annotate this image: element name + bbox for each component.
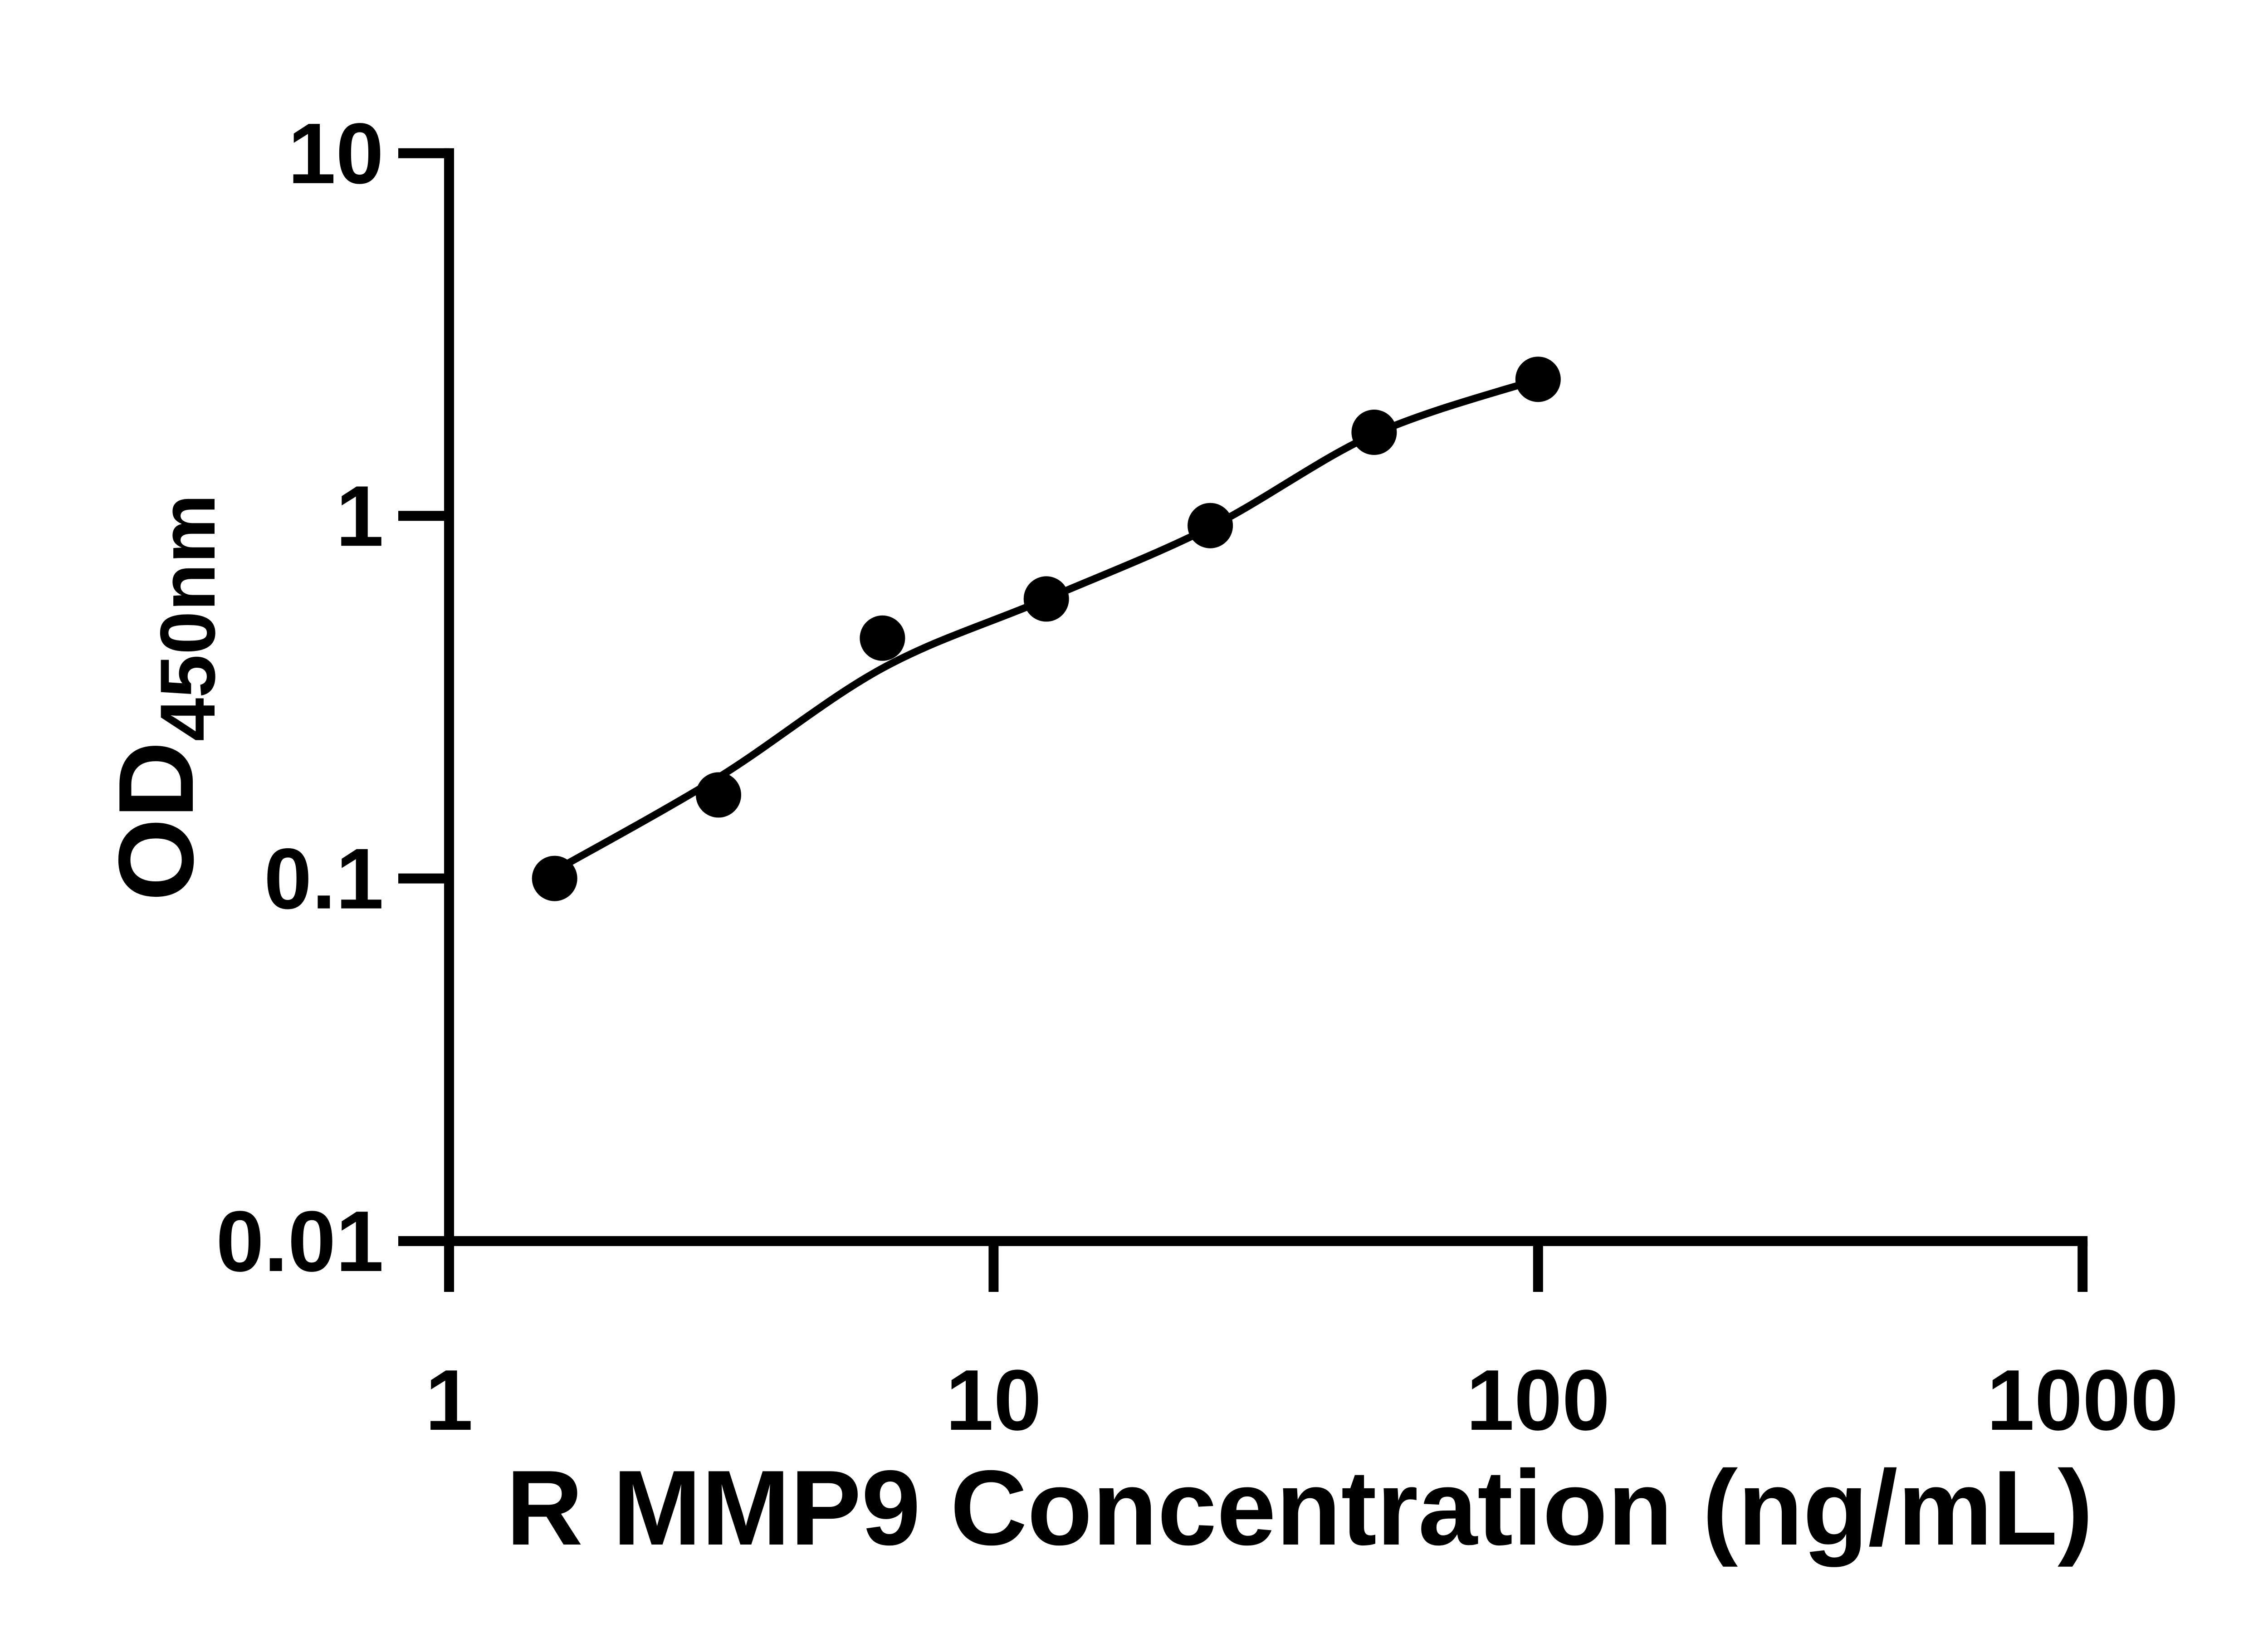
y-axis-title-subscript: 450nm [144, 494, 231, 741]
y-tick-label-10: 10 [288, 106, 384, 202]
data-point-6 [1351, 410, 1397, 455]
x-tick-label-1: 1 [425, 1352, 473, 1448]
axes: 0.01 0.1 1 10 1 10 100 1000 [216, 106, 2178, 1448]
data-point-5 [1188, 503, 1233, 548]
x-tick-label-10: 10 [946, 1352, 1041, 1448]
data-point-4 [1023, 576, 1069, 622]
y-tick-label-1: 1 [336, 468, 384, 564]
y-axis-tick-labels: 0.01 0.1 1 10 [216, 106, 384, 1290]
y-axis-ticks [398, 148, 449, 1246]
data-point-7 [1515, 357, 1561, 402]
y-tick-label-0.1: 0.1 [264, 831, 384, 927]
y-tick-label-0.01: 0.01 [216, 1193, 384, 1290]
y-axis-title: OD450nm [96, 494, 231, 901]
x-axis-ticks [444, 1241, 2088, 1292]
data-point-1 [532, 856, 577, 901]
data-point-3 [860, 615, 905, 661]
data-points [532, 357, 1561, 901]
data-point-2 [696, 772, 741, 818]
x-axis-tick-labels: 1 10 100 1000 [425, 1352, 2178, 1448]
x-tick-label-100: 100 [1466, 1352, 1610, 1448]
y-axis-title-main: OD [96, 741, 215, 901]
x-axis-title: R MMP9 Concentration (ng/mL) [506, 1448, 2093, 1567]
x-tick-label-1000: 1000 [1987, 1352, 2179, 1448]
